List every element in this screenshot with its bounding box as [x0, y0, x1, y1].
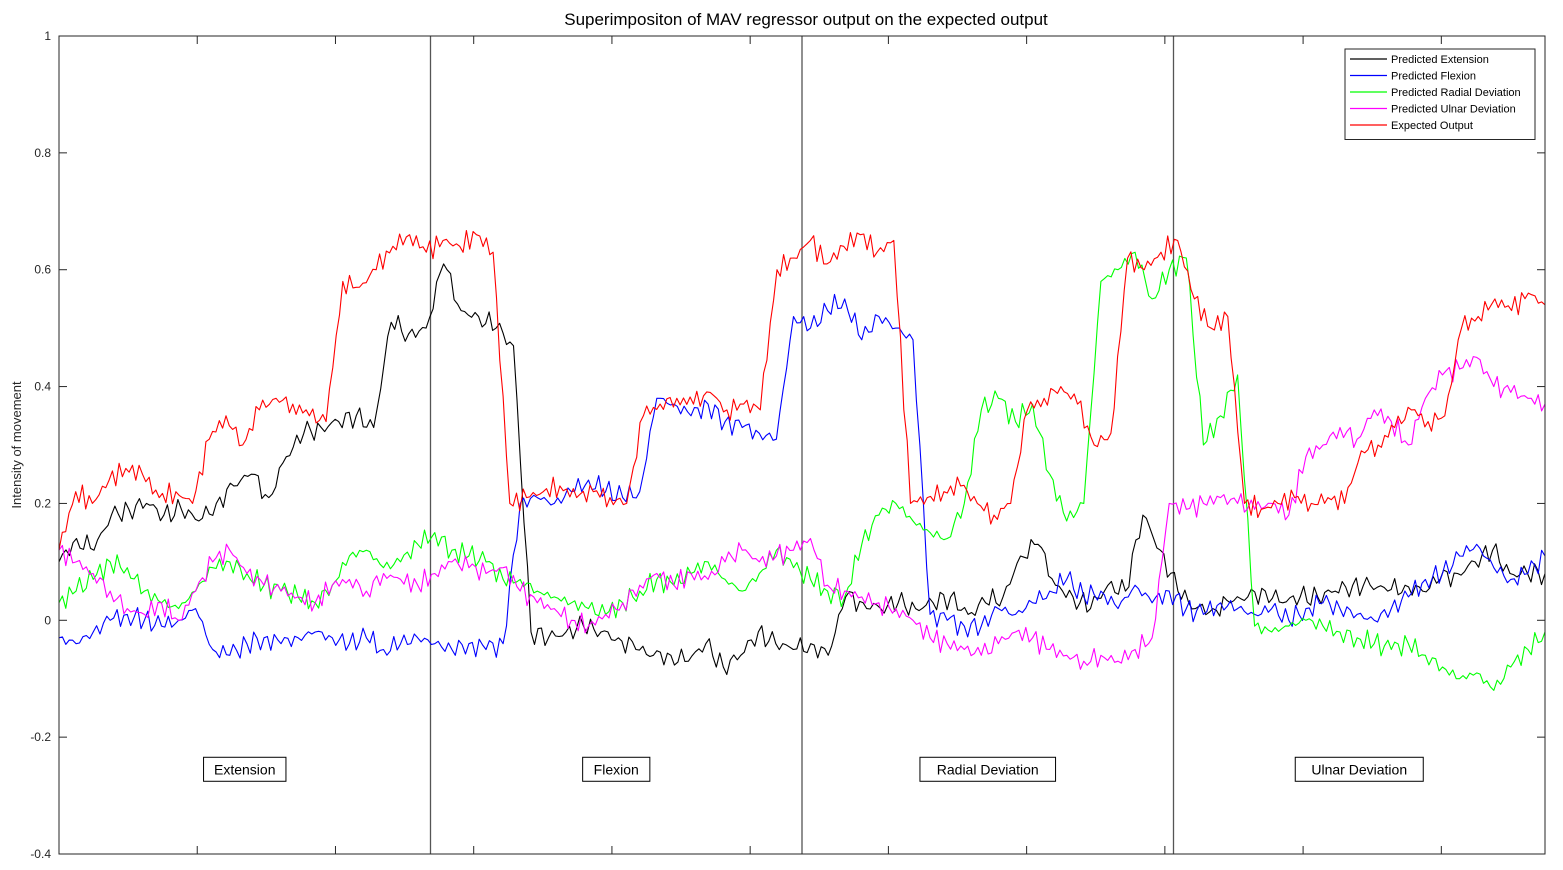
legend-label: Expected Output — [1391, 120, 1473, 132]
legend-label: Predicted Radial Deviation — [1391, 87, 1521, 99]
y-tick-label: 0 — [44, 613, 51, 627]
segment-label-box: Extension — [203, 756, 287, 782]
chart-title: Superimpositon of MAV regressor output o… — [564, 10, 1048, 29]
segment-box-frame — [919, 756, 1057, 782]
series-line — [58, 293, 1546, 659]
legend-item: Predicted Flexion — [1350, 71, 1476, 83]
segment-label: Flexion — [594, 761, 639, 777]
y-tick-label: 1 — [44, 29, 51, 43]
segment-box-frame — [582, 756, 651, 782]
series-line — [58, 356, 1546, 670]
series-line — [58, 263, 1546, 676]
legend: Predicted Extension Predicted Flexion Pred… — [1344, 48, 1536, 140]
y-tick-label: -0.4 — [30, 847, 51, 861]
segment-box-frame — [1294, 756, 1424, 782]
segment-label-box: Ulnar Deviation — [1294, 756, 1424, 782]
y-tick-label: 0.4 — [34, 380, 51, 394]
legend-label: Predicted Ulnar Deviation — [1391, 104, 1516, 116]
y-tick-label: 0.6 — [34, 263, 51, 277]
plot-frame — [58, 35, 1546, 855]
segment-label: Ulnar Deviation — [1311, 761, 1407, 777]
segment-label: Extension — [214, 761, 275, 777]
y-axis-label: Intensity of movement — [9, 381, 24, 509]
legend-item: Predicted Radial Deviation — [1350, 87, 1521, 99]
segment-box-frame — [203, 756, 287, 782]
segment-separators — [429, 36, 1175, 854]
legend-item: Predicted Extension — [1350, 54, 1489, 66]
segment-label: Radial Deviation — [937, 761, 1039, 777]
y-tick-label: 0.2 — [34, 496, 51, 510]
series-line — [58, 229, 1546, 551]
series-lines — [58, 229, 1546, 691]
legend-item: Expected Output — [1350, 120, 1473, 132]
segment-labels: Extension Flexion Radial Deviation Ulnar De… — [203, 756, 1424, 782]
segment-label-box: Radial Deviation — [919, 756, 1057, 782]
y-tick-label: -0.2 — [30, 730, 51, 744]
legend-item: Predicted Ulnar Deviation — [1350, 104, 1516, 116]
legend-label: Predicted Flexion — [1391, 71, 1476, 83]
segment-label-box: Flexion — [582, 756, 651, 782]
y-tick-label: 0.8 — [34, 146, 51, 160]
legend-label: Predicted Extension — [1391, 54, 1489, 66]
axis-ticks: 1 0.8 0.6 0.4 0.2 0 -0.2 -0.4 — [30, 29, 1545, 861]
